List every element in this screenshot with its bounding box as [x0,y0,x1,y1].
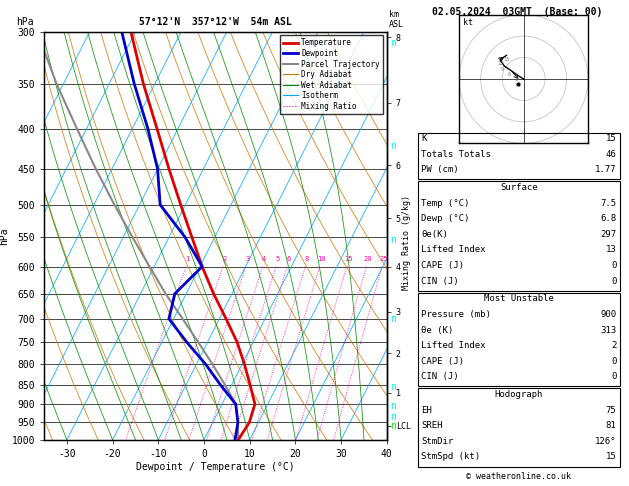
Text: PW (cm): PW (cm) [421,165,459,174]
Text: 0: 0 [611,277,616,286]
Text: n: n [390,140,396,151]
Text: 0: 0 [611,261,616,270]
Text: 2: 2 [222,256,226,262]
Text: 126°: 126° [595,437,616,446]
Text: CAPE (J): CAPE (J) [421,357,464,366]
Text: Dewp (°C): Dewp (°C) [421,214,470,224]
Text: StmDir: StmDir [421,437,454,446]
Text: n: n [390,382,396,392]
Text: 02.05.2024  03GMT  (Base: 00): 02.05.2024 03GMT (Base: 00) [432,7,603,17]
Text: CIN (J): CIN (J) [421,277,459,286]
Text: n: n [390,314,396,324]
Text: Hodograph: Hodograph [495,390,543,399]
Text: Temp (°C): Temp (°C) [421,199,470,208]
Text: θe (K): θe (K) [421,326,454,335]
Text: Totals Totals: Totals Totals [421,150,491,159]
Text: 900: 900 [600,310,616,319]
Text: CAPE (J): CAPE (J) [421,261,464,270]
Text: 10: 10 [317,256,325,262]
Text: 25: 25 [379,256,387,262]
Text: 297: 297 [600,230,616,239]
Text: n: n [390,401,396,411]
Text: n: n [390,38,396,48]
Text: EH: EH [421,406,432,415]
Text: kt: kt [463,18,473,27]
Text: 4: 4 [262,256,266,262]
Text: θe(K): θe(K) [421,230,448,239]
Text: 7.5: 7.5 [600,199,616,208]
Text: 5: 5 [276,256,280,262]
Text: 15: 15 [503,57,509,62]
Text: 0: 0 [611,372,616,382]
Text: 6.8: 6.8 [600,214,616,224]
X-axis label: Dewpoint / Temperature (°C): Dewpoint / Temperature (°C) [136,462,295,471]
Text: 8: 8 [304,256,309,262]
Text: K: K [421,134,427,143]
Text: 81: 81 [606,421,616,431]
Text: 12: 12 [497,61,503,66]
Text: 15: 15 [606,134,616,143]
Legend: Temperature, Dewpoint, Parcel Trajectory, Dry Adiabat, Wet Adiabat, Isotherm, Mi: Temperature, Dewpoint, Parcel Trajectory… [280,35,383,114]
Text: 20: 20 [364,256,372,262]
Text: SREH: SREH [421,421,443,431]
Text: 13: 13 [606,245,616,255]
Text: CIN (J): CIN (J) [421,372,459,382]
Text: 75: 75 [606,406,616,415]
Text: km
ASL: km ASL [389,10,404,29]
Text: 6: 6 [508,72,511,77]
Text: n: n [390,421,396,431]
Text: 15: 15 [344,256,352,262]
Text: Pressure (mb): Pressure (mb) [421,310,491,319]
Text: 3: 3 [245,256,250,262]
Text: Lifted Index: Lifted Index [421,245,486,255]
Text: 2: 2 [611,341,616,350]
Y-axis label: hPa: hPa [0,227,9,244]
Text: 6: 6 [287,256,291,262]
Text: © weatheronline.co.uk: © weatheronline.co.uk [467,472,571,481]
Text: n: n [390,412,396,422]
Text: 9: 9 [501,68,504,72]
Text: 0: 0 [611,357,616,366]
Text: 57°12'N  357°12'W  54m ASL: 57°12'N 357°12'W 54m ASL [139,17,292,27]
Text: 1: 1 [186,256,189,262]
Text: Mixing Ratio (g/kg): Mixing Ratio (g/kg) [403,195,411,291]
Text: n: n [390,235,396,245]
Text: 1.77: 1.77 [595,165,616,174]
Text: hPa: hPa [16,17,33,27]
Text: Surface: Surface [500,183,538,192]
Text: Lifted Index: Lifted Index [421,341,486,350]
Text: Most Unstable: Most Unstable [484,294,554,303]
Text: 3: 3 [515,77,518,82]
Text: 313: 313 [600,326,616,335]
Text: 46: 46 [606,150,616,159]
Text: 15: 15 [606,452,616,462]
Text: StmSpd (kt): StmSpd (kt) [421,452,481,462]
